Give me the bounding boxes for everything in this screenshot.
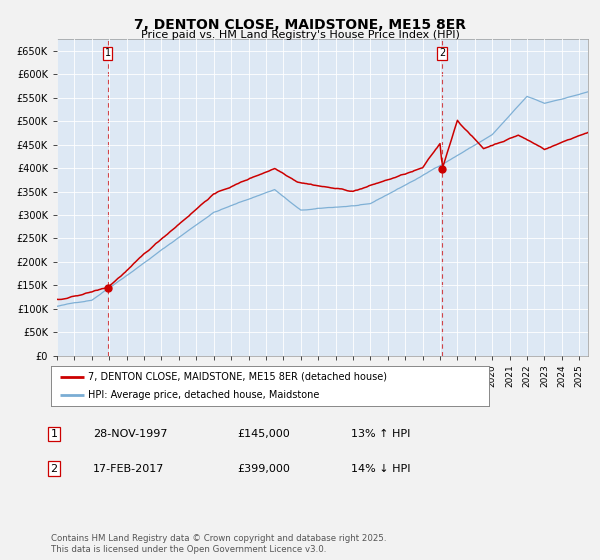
Text: HPI: Average price, detached house, Maidstone: HPI: Average price, detached house, Maid… — [88, 390, 320, 400]
Text: Contains HM Land Registry data © Crown copyright and database right 2025.
This d: Contains HM Land Registry data © Crown c… — [51, 534, 386, 554]
Text: 1: 1 — [50, 429, 58, 439]
Text: 2: 2 — [439, 48, 445, 58]
Text: 28-NOV-1997: 28-NOV-1997 — [93, 429, 167, 439]
Text: 7, DENTON CLOSE, MAIDSTONE, ME15 8ER (detached house): 7, DENTON CLOSE, MAIDSTONE, ME15 8ER (de… — [88, 372, 387, 381]
Text: £145,000: £145,000 — [237, 429, 290, 439]
Text: Price paid vs. HM Land Registry's House Price Index (HPI): Price paid vs. HM Land Registry's House … — [140, 30, 460, 40]
Text: £399,000: £399,000 — [237, 464, 290, 474]
Text: 13% ↑ HPI: 13% ↑ HPI — [351, 429, 410, 439]
Text: 2: 2 — [50, 464, 58, 474]
Text: 14% ↓ HPI: 14% ↓ HPI — [351, 464, 410, 474]
Text: 1: 1 — [104, 48, 111, 58]
Text: 7, DENTON CLOSE, MAIDSTONE, ME15 8ER: 7, DENTON CLOSE, MAIDSTONE, ME15 8ER — [134, 18, 466, 32]
Text: 17-FEB-2017: 17-FEB-2017 — [93, 464, 164, 474]
